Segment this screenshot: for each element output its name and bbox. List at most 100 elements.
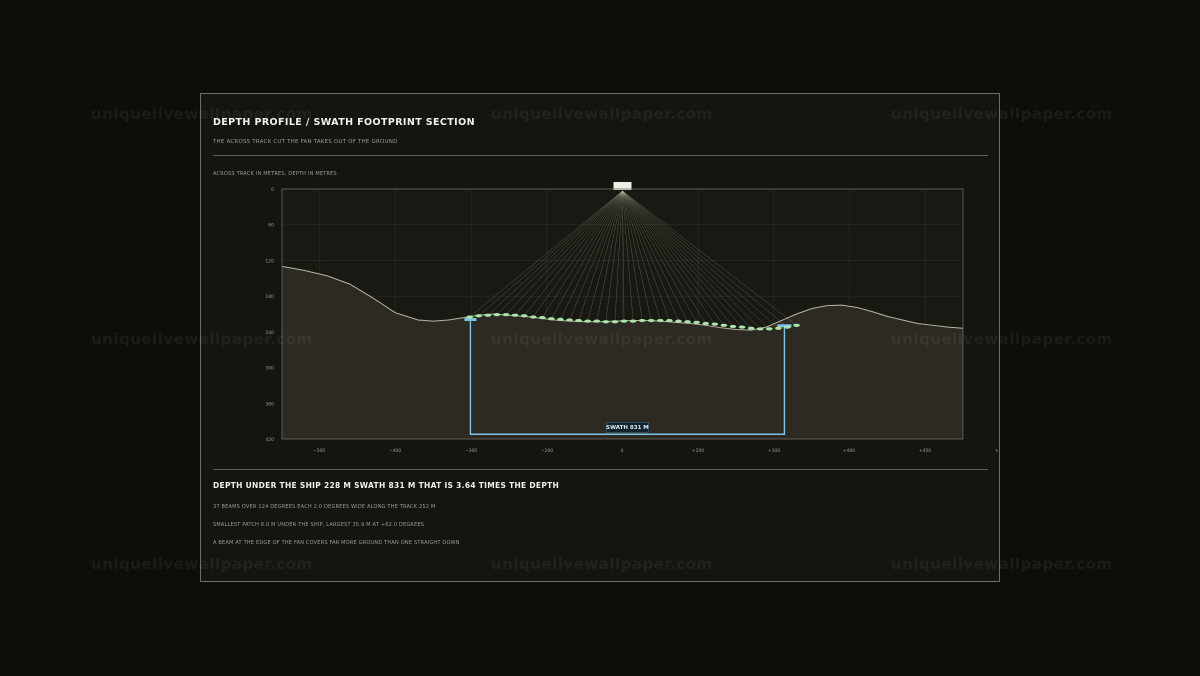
beam-line [622,190,743,328]
axis-caption: ACROSS TRACK IN METRES, DEPTH IN METRES [213,171,337,177]
beam-footprint [647,318,655,323]
beam-footprint [711,322,719,326]
y-tick-label: 60 [268,223,274,229]
beam-line [622,190,706,324]
swath-edge-marker [464,317,477,321]
beam-footprint [657,318,664,323]
panel-title: DEPTH PROFILE / SWATH FOOTPRINT SECTION [213,117,475,128]
x-tick-label: +400 [843,448,855,454]
beam-footprint [775,326,782,330]
beam-footprint [466,315,473,319]
beam-footprint [702,321,710,326]
ship-marker [613,182,632,190]
x-tick-label: −500 [313,448,325,454]
beam-line [578,190,623,321]
divider [213,155,988,156]
x-tick-label: +400 [919,448,931,454]
beam-line [622,190,643,321]
beam-line [505,190,623,315]
beam-footprint [684,320,691,324]
beam-line [514,190,623,316]
beam-line [622,190,770,330]
beam-footprint [729,324,737,329]
beam-footprint [548,317,555,321]
x-tick-label: +300 [768,448,780,454]
beam-line [533,190,623,318]
beam-footprint [638,318,646,323]
swath-label: SWATH 831 M [606,425,649,431]
y-tick-label: 360 [265,401,274,407]
beam-footprint [602,320,610,324]
swath-label-box [606,421,649,433]
beam-footprint [611,320,619,324]
beam-footprint [566,318,573,322]
note-edge: A BEAM AT THE EDGE OF THE FAN COVERS FAR… [213,540,460,546]
beam-line [496,190,623,315]
beam-footprint [475,314,483,318]
beam-footprint [484,313,492,317]
x-tick-label: −300 [465,448,477,454]
x-tick-label: 0 [621,448,624,454]
beam-line [523,190,623,316]
beam-line [478,190,623,316]
beam-line [622,190,725,326]
beam-footprint [756,327,764,331]
beam-line [469,190,623,318]
beam-line [605,190,623,322]
beam-footprint [584,319,591,323]
note-beams: 37 BEAMS OVER 124 DEGREES EACH 2.0 DEGRE… [213,504,436,510]
beam-line [622,190,652,321]
beam-line [622,190,670,321]
beam-footprint [557,317,564,321]
y-tick-label: 420 [265,437,274,443]
beam-footprint [538,315,546,320]
beam-line [622,190,761,330]
beam-line [622,190,688,322]
x-tick-label: +500 [995,448,999,454]
summary-line: DEPTH UNDER THE SHIP 228 M SWATH 831 M T… [213,481,560,490]
y-tick-label: 180 [265,294,274,300]
beam-line [569,190,623,321]
plot-frame [281,188,964,440]
beam-footprint [666,318,673,323]
beam-line [622,190,715,325]
beam-line [622,190,625,322]
beam-footprint [620,319,628,323]
beam-footprint [784,325,791,329]
beam-line [551,190,623,319]
beam-footprint [502,312,510,317]
beam-footprint [593,319,601,323]
beam-line [622,190,752,329]
beam-line [622,190,697,323]
beam-footprint [629,319,637,323]
beam-line [622,190,734,327]
x-tick-label: −200 [541,448,553,454]
beam-line [622,190,661,321]
beam-footprint [520,314,528,318]
beam-footprint [529,315,537,319]
y-tick-label: 240 [265,330,274,336]
beam-footprint [747,326,755,330]
y-tick-label: 0 [271,187,274,193]
beam-line [614,190,623,322]
swath-edge-marker [777,324,792,328]
note-patch: SMALLEST PATCH 8.0 M UNDER THE SHIP, LAR… [213,522,425,528]
y-tick-label: 120 [265,258,274,264]
beam-footprint [765,327,773,331]
beam-line [587,190,623,322]
beam-footprint [511,313,519,317]
beam-footprint [493,312,501,317]
beam-line [487,190,623,316]
x-tick-label: −400 [389,448,401,454]
beam-line [622,190,779,329]
swath-bracket [469,319,786,435]
depth-profile-chart: SWATH 831 M 0 60 120 180 240 300 360 420 −500 −40… [265,182,999,454]
divider [213,469,988,470]
beam-footprint [575,318,582,323]
beam-footprint [693,320,700,324]
panel-subtitle: THE ACROSS TRACK CUT THE FAN TAKES OUT O… [213,139,398,145]
beam-line [622,190,679,322]
beam-line [596,190,623,322]
beam-footprint [793,323,800,327]
beam-line [622,190,634,322]
